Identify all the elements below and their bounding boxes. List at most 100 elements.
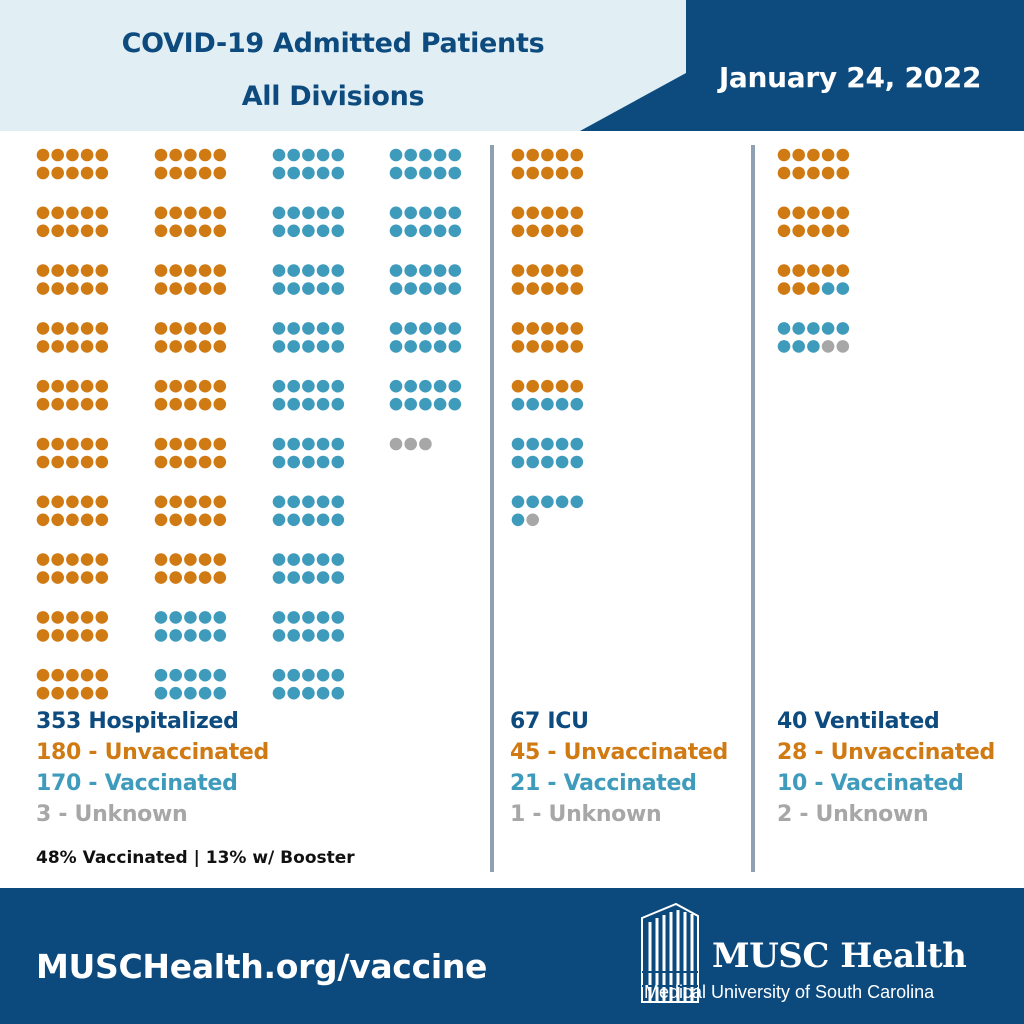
vaccinated-patient-dot	[287, 379, 301, 393]
unvaccinated-patient-dot	[198, 166, 212, 180]
unvaccinated-patient-dot	[777, 148, 791, 162]
unvaccinated-patient-dot	[36, 379, 50, 393]
musc-building-icon	[641, 902, 699, 1003]
vaccinated-patient-dot	[389, 282, 403, 295]
vaccinated-patient-dot	[331, 322, 345, 335]
report-date: January 24, 2022	[718, 61, 982, 94]
unvaccinated-patient-dot	[66, 611, 79, 624]
vaccinated-patient-dot	[169, 668, 182, 682]
unvaccinated-patient-dot	[541, 379, 554, 393]
unvaccinated-patient-dot	[66, 206, 79, 220]
unvaccinated-patient-dot	[511, 322, 525, 335]
vaccinated-patient-dot	[287, 282, 301, 295]
unvaccinated-patient-dot	[154, 166, 168, 180]
unvaccinated-patient-dot	[154, 513, 168, 527]
unvaccinated-patient-dot	[169, 495, 182, 509]
unvaccinated-patient-dot	[541, 166, 554, 180]
unvaccinated-patient-dot	[80, 166, 94, 180]
unvaccinated-patient-dot	[95, 553, 109, 566]
unvaccinated-patient-dot	[154, 340, 168, 353]
vaccinated-patient-dot	[331, 455, 345, 469]
unvaccinated-patient-dot	[95, 437, 109, 451]
vaccinated-patient-dot	[272, 379, 286, 393]
vaccinated-patient-dot	[331, 379, 345, 393]
unvaccinated-patient-dot	[95, 148, 109, 162]
vaccinated-patient-dot	[526, 495, 539, 509]
unvaccinated-patient-dot	[66, 282, 79, 295]
unvaccinated-patient-dot	[80, 224, 94, 238]
vaccinated-patient-dot	[316, 437, 330, 451]
vaccinated-patient-dot	[433, 206, 447, 220]
vaccinated-patient-dot	[807, 322, 820, 335]
vaccinated-patient-dot	[302, 455, 315, 469]
vaccinated-patient-dot	[792, 322, 805, 335]
unvaccinated-patient-dot	[836, 264, 850, 277]
vaccinated-patient-dot	[287, 455, 301, 469]
unvaccinated-patient-dot	[213, 148, 227, 162]
unvaccinated-patient-dot	[51, 322, 64, 335]
unvaccinated-patient-dot	[213, 437, 227, 451]
unvaccinated-patient-dot	[821, 206, 835, 220]
unvaccinated-patient-dot	[570, 206, 584, 220]
vaccinated-patient-dot	[287, 224, 301, 238]
unvaccinated-patient-dot	[792, 224, 805, 238]
vaccinated-patient-dot	[419, 148, 432, 162]
vaccinated-patient-dot	[316, 322, 330, 335]
logo-wordmark: MUSC Health	[712, 936, 967, 976]
vaccinated-patient-dot	[526, 397, 539, 411]
vaccinated-patient-dot	[316, 495, 330, 509]
unvaccinated-patient-dot	[80, 553, 94, 566]
vaccinated-patient-dot	[448, 322, 462, 335]
unvaccinated-patient-dot	[95, 397, 109, 411]
vaccinated-patient-dot	[404, 340, 418, 353]
vaccinated-patient-dot	[287, 322, 301, 335]
unvaccinated-patient-dot	[777, 224, 791, 238]
unvaccinated-patient-dot	[95, 455, 109, 469]
vaccinated-patient-dot	[302, 437, 315, 451]
unvaccinated-patient-dot	[169, 513, 182, 527]
vaccinated-patient-dot	[419, 264, 432, 277]
unvaccinated-patient-dot	[198, 340, 212, 353]
vaccinated-patient-dot	[511, 437, 525, 451]
vaccinated-patient-dot	[331, 495, 345, 509]
vaccinated-patient-dot	[331, 166, 345, 180]
column-divider	[490, 145, 494, 872]
vaccinated-patient-dot	[184, 686, 197, 700]
unvaccinated-patient-dot	[95, 379, 109, 393]
unvaccinated-patient-dot	[541, 322, 554, 335]
vaccinated-patient-dot	[272, 455, 286, 469]
unvaccinated-patient-dot	[213, 224, 227, 238]
unvaccinated-patient-dot	[198, 206, 212, 220]
unvaccinated-patient-dot	[836, 206, 850, 220]
vaccinated-patient-dot	[316, 340, 330, 353]
unvaccinated-patient-dot	[51, 340, 64, 353]
unvaccinated-patient-dot	[184, 455, 197, 469]
unvaccinated-patient-dot	[526, 148, 539, 162]
vaccinated-patient-dot	[316, 513, 330, 527]
vaccinated-patient-dot	[570, 455, 584, 469]
vaccinated-patient-dot	[302, 513, 315, 527]
vaccinated-patient-dot	[448, 206, 462, 220]
unvaccinated-patient-dot	[36, 686, 50, 700]
unvaccinated-patient-dot	[184, 322, 197, 335]
unvaccinated-patient-dot	[80, 437, 94, 451]
vaccinated-patient-dot	[169, 611, 182, 624]
vaccinated-patient-dot	[448, 379, 462, 393]
unvaccinated-patient-dot	[570, 340, 584, 353]
vaccinated-patient-dot	[316, 166, 330, 180]
header-banner	[0, 0, 1024, 131]
vaccinated-patient-dot	[433, 224, 447, 238]
vaccinated-patient-dot	[433, 397, 447, 411]
unvaccinated-patient-dot	[511, 224, 525, 238]
vaccinated-patient-dot	[555, 455, 569, 469]
unvaccinated-patient-dot	[213, 340, 227, 353]
unvaccinated-patient-dot	[555, 282, 569, 295]
vaccinated-patient-dot	[433, 282, 447, 295]
unvaccinated-patient-dot	[51, 282, 64, 295]
unvaccinated-patient-dot	[66, 264, 79, 277]
vaccinated-patient-dot	[404, 379, 418, 393]
vaccinated-patient-dot	[570, 495, 584, 509]
vaccinated-patient-dot	[302, 379, 315, 393]
unvaccinated-patient-dot	[66, 148, 79, 162]
